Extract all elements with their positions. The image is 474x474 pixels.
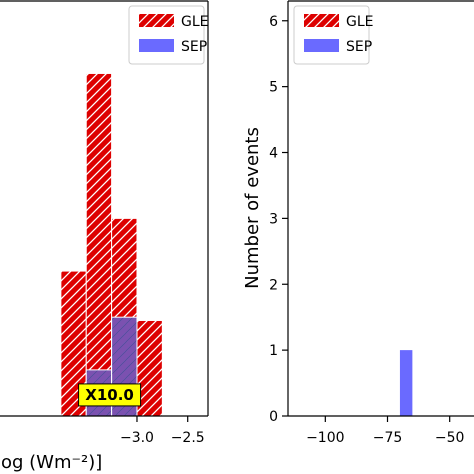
left-x-axis-label: log (Wm⁻²)] xyxy=(0,452,102,473)
right-legend-label-sep: SEP xyxy=(346,39,372,55)
left-legend-label-gle: GLE xyxy=(181,14,209,30)
right-legend-label-gle: GLE xyxy=(346,14,374,30)
right-x-ticks-group: −100 −75 −50 xyxy=(306,416,464,446)
left-legend: GLE SEP xyxy=(128,5,209,65)
annotation-box xyxy=(78,383,142,407)
bar-gle-1 xyxy=(85,72,113,417)
right-bars-group xyxy=(399,350,413,416)
right-y-tick-label: 0 xyxy=(269,409,278,425)
right-x-tick-label: −100 xyxy=(306,430,344,446)
left-legend-swatch-sep xyxy=(139,39,174,52)
right-legend: GLE SEP xyxy=(293,5,374,65)
right-legend-swatch-sep xyxy=(304,39,339,52)
left-legend-swatch-gle xyxy=(139,14,174,27)
left-x-ticks-group: −3.0 −2.5 xyxy=(120,416,205,446)
right-x-tick-label: −50 xyxy=(435,430,465,446)
right-y-tick-label: 4 xyxy=(269,146,278,162)
annotation-label: X10.0 xyxy=(85,386,134,404)
left-annotation-group: X10.0 xyxy=(78,383,142,407)
right-y-axis-label: Number of events xyxy=(242,127,263,289)
right-y-tick-label: 5 xyxy=(269,80,278,96)
left-histogram-panel: X10.0 −3.0 −2.5 log (Wm⁻²)] GLE SEP xyxy=(0,0,209,473)
right-y-tick-label: 3 xyxy=(269,211,278,227)
left-x-tick-label: −2.5 xyxy=(171,430,205,446)
left-x-tick-label: −3.0 xyxy=(120,430,154,446)
left-legend-label-sep: SEP xyxy=(181,39,207,55)
bar-sep-0 xyxy=(399,350,413,416)
right-y-tick-label: 2 xyxy=(269,277,278,293)
right-x-tick-label: −75 xyxy=(373,430,403,446)
right-histogram-panel: −100 −75 −50 0 1 2 3 4 5 6 Number of events GLE … xyxy=(242,0,474,446)
right-y-tick-label: 6 xyxy=(269,14,278,30)
right-y-ticks-group: 0 1 2 3 4 5 6 xyxy=(269,14,288,425)
left-bars-group xyxy=(60,72,163,417)
right-y-tick-label: 1 xyxy=(269,343,278,359)
right-legend-swatch-gle xyxy=(304,14,339,27)
